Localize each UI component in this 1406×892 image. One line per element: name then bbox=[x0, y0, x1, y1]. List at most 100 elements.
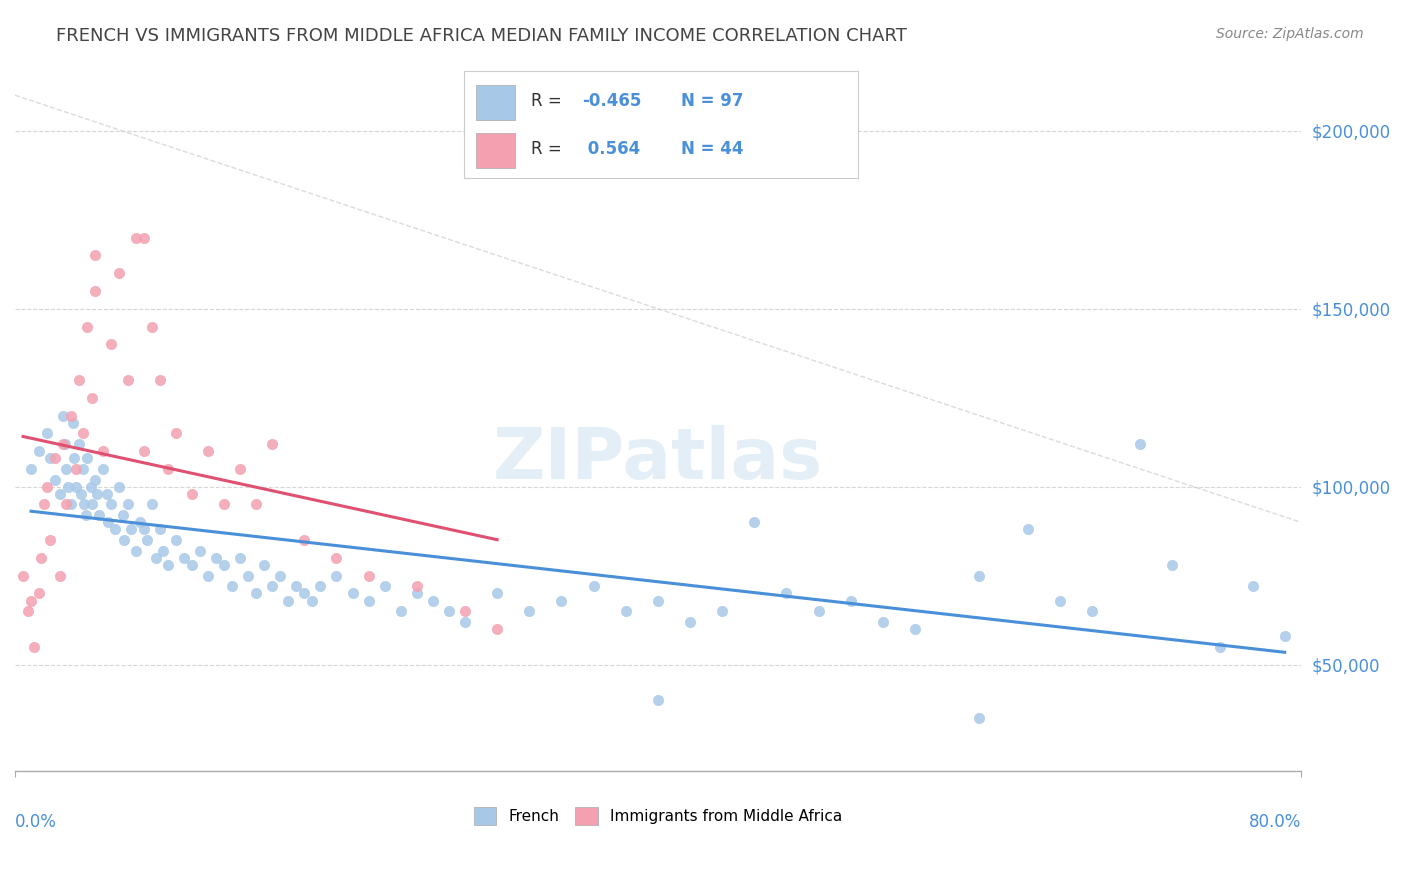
Point bbox=[72, 462, 94, 476]
Point bbox=[17, 604, 39, 618]
Point bbox=[245, 586, 267, 600]
Point bbox=[180, 487, 202, 501]
Point bbox=[62, 416, 84, 430]
Point bbox=[517, 604, 540, 618]
Point bbox=[149, 522, 172, 536]
Text: FRENCH VS IMMIGRANTS FROM MIDDLE AFRICA MEDIAN FAMILY INCOME CORRELATION CHART: FRENCH VS IMMIGRANTS FROM MIDDLE AFRICA … bbox=[56, 27, 907, 45]
Point bbox=[124, 543, 146, 558]
Point bbox=[39, 533, 62, 547]
Point bbox=[188, 543, 211, 558]
Point bbox=[104, 522, 127, 536]
Point bbox=[301, 593, 323, 607]
Text: R =: R = bbox=[531, 141, 567, 159]
Point bbox=[117, 498, 139, 512]
Point bbox=[37, 426, 59, 441]
Point bbox=[1081, 604, 1104, 618]
Point bbox=[63, 451, 86, 466]
Point bbox=[309, 579, 332, 593]
Point bbox=[22, 640, 45, 654]
Point bbox=[173, 550, 195, 565]
Point bbox=[145, 550, 167, 565]
Point bbox=[454, 604, 477, 618]
Point bbox=[39, 451, 62, 466]
Point bbox=[141, 319, 163, 334]
Point bbox=[75, 508, 97, 523]
Point bbox=[245, 498, 267, 512]
Point bbox=[93, 462, 115, 476]
Point bbox=[839, 593, 862, 607]
Point bbox=[212, 498, 235, 512]
Point bbox=[1129, 437, 1152, 451]
Point bbox=[141, 498, 163, 512]
Point bbox=[1241, 579, 1264, 593]
Point bbox=[67, 373, 90, 387]
Point bbox=[11, 568, 34, 582]
Point bbox=[614, 604, 637, 618]
Point bbox=[292, 586, 315, 600]
Point bbox=[486, 622, 509, 636]
Point bbox=[124, 230, 146, 244]
Point bbox=[112, 533, 135, 547]
Point bbox=[775, 586, 797, 600]
Point bbox=[100, 337, 122, 351]
Point bbox=[229, 550, 252, 565]
Point bbox=[1209, 640, 1232, 654]
Text: Source: ZipAtlas.com: Source: ZipAtlas.com bbox=[1216, 27, 1364, 41]
Point bbox=[86, 487, 108, 501]
Point bbox=[129, 515, 152, 529]
FancyBboxPatch shape bbox=[475, 134, 515, 168]
Point bbox=[325, 568, 347, 582]
Point bbox=[969, 711, 991, 725]
Point bbox=[262, 579, 284, 593]
Point bbox=[357, 593, 380, 607]
Point bbox=[84, 284, 107, 298]
Point bbox=[87, 508, 110, 523]
Point bbox=[679, 615, 702, 629]
Point bbox=[37, 480, 59, 494]
FancyBboxPatch shape bbox=[475, 86, 515, 120]
Point bbox=[97, 515, 120, 529]
Point bbox=[405, 586, 427, 600]
Point bbox=[454, 615, 477, 629]
Point bbox=[229, 462, 252, 476]
Point bbox=[120, 522, 142, 536]
Point bbox=[1274, 629, 1296, 643]
Text: R =: R = bbox=[531, 93, 567, 111]
Point bbox=[197, 444, 219, 458]
Point bbox=[73, 498, 96, 512]
Point bbox=[197, 568, 219, 582]
Point bbox=[60, 498, 83, 512]
Point bbox=[325, 550, 347, 565]
Point bbox=[108, 480, 131, 494]
Point bbox=[44, 473, 66, 487]
Point bbox=[65, 480, 87, 494]
Point bbox=[55, 498, 77, 512]
Point bbox=[149, 373, 172, 387]
Point bbox=[132, 444, 155, 458]
Point bbox=[1049, 593, 1071, 607]
Point bbox=[82, 391, 104, 405]
Point bbox=[904, 622, 927, 636]
Point bbox=[872, 615, 894, 629]
Point bbox=[165, 426, 187, 441]
Point bbox=[28, 586, 51, 600]
Point bbox=[28, 444, 51, 458]
Point bbox=[711, 604, 734, 618]
Point bbox=[262, 437, 284, 451]
Point bbox=[389, 604, 412, 618]
Text: ZIPatlas: ZIPatlas bbox=[494, 425, 823, 493]
Text: 80.0%: 80.0% bbox=[1249, 813, 1301, 831]
Point bbox=[84, 248, 107, 262]
Point bbox=[72, 426, 94, 441]
Point bbox=[100, 498, 122, 512]
Point bbox=[108, 266, 131, 280]
Point bbox=[52, 437, 75, 451]
Point bbox=[117, 373, 139, 387]
Point bbox=[20, 593, 42, 607]
Legend: French, Immigrants from Middle Africa: French, Immigrants from Middle Africa bbox=[465, 799, 849, 833]
Point bbox=[55, 462, 77, 476]
Text: N = 97: N = 97 bbox=[681, 93, 742, 111]
Point bbox=[180, 558, 202, 572]
Point bbox=[486, 586, 509, 600]
Point bbox=[132, 522, 155, 536]
